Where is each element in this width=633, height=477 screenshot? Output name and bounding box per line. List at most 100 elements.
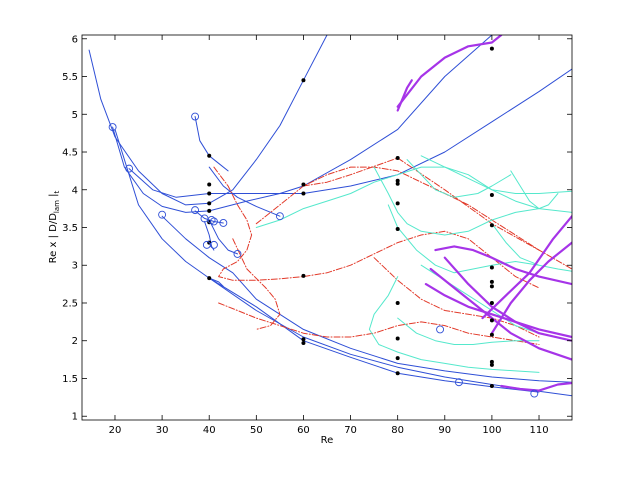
- data-point: [207, 191, 212, 196]
- series-line-cyan-21: [420, 155, 572, 194]
- x-tick-label: 40: [203, 425, 216, 436]
- plot-area: [88, 35, 572, 397]
- x-tick-label: 60: [297, 425, 310, 436]
- y-tick-label: 6: [72, 34, 78, 45]
- y-tick-label: 4: [72, 185, 78, 196]
- y-tick-label: 3.5: [62, 223, 78, 234]
- series-line-red-14: [218, 302, 540, 345]
- open-circle-marker: [530, 389, 539, 398]
- series-line-cyan-27: [491, 223, 572, 272]
- series-line-magenta-35: [490, 241, 572, 335]
- y-axis-ticks: 1 1.5 2 2.5 3 3.5 4 4.5 5 5.5 6: [62, 34, 572, 423]
- y-tick-label: 5: [72, 110, 78, 121]
- y-axis-label: Re x | D/Dlam |t: [48, 190, 61, 263]
- open-circle-marker: [436, 325, 445, 334]
- open-circle-marker: [158, 210, 167, 219]
- x-tick-label: 30: [156, 425, 169, 436]
- series-line-cyan-20: [406, 159, 512, 198]
- data-point: [395, 201, 400, 206]
- data-point: [395, 300, 400, 305]
- series-line-blue-4: [161, 215, 572, 383]
- y-tick-label: 3: [72, 261, 78, 272]
- data-point: [489, 359, 494, 364]
- series-line-blue-7: [208, 166, 281, 217]
- y-tick-label: 1: [72, 412, 78, 423]
- open-circle-marker: [191, 112, 200, 121]
- data-point: [301, 182, 306, 187]
- series-line-cyan-18: [255, 166, 572, 228]
- data-point: [489, 332, 494, 337]
- x-tick-label: 90: [438, 425, 451, 436]
- y-tick-label: 2: [72, 336, 78, 347]
- series-line-cyan-24: [368, 276, 540, 373]
- series-line-cyan-19: [373, 166, 540, 236]
- x-axis-ticks: 20 30 40 50 60 70 80 90 100 110: [109, 35, 549, 436]
- data-point: [395, 178, 400, 183]
- open-circle-marker: [108, 123, 117, 132]
- data-point: [489, 362, 494, 367]
- x-tick-label: 70: [344, 425, 357, 436]
- data-point: [395, 227, 400, 232]
- y-tick-label: 1.5: [62, 374, 78, 385]
- series-line-red-13: [255, 166, 572, 270]
- data-point: [489, 300, 494, 305]
- series-line-blue-2: [128, 68, 572, 198]
- data-point: [301, 337, 306, 342]
- data-point: [301, 191, 306, 196]
- series-line-magenta-30: [434, 245, 572, 286]
- data-point: [489, 193, 494, 198]
- open-circle-marker: [219, 219, 228, 227]
- x-tick-label: 80: [391, 425, 404, 436]
- x-tick-label: 50: [250, 425, 263, 436]
- data-point: [489, 318, 494, 323]
- data-point: [207, 153, 212, 158]
- data-point: [301, 78, 306, 83]
- series-line-blue-5: [208, 277, 540, 393]
- data-point: [489, 279, 494, 284]
- open-circle-marker: [125, 164, 134, 173]
- data-point: [395, 156, 400, 161]
- data-point: [301, 273, 306, 278]
- series-line-blue-11: [208, 277, 224, 287]
- data-point: [207, 208, 212, 213]
- data-point: [207, 201, 212, 206]
- open-circle-marker: [209, 240, 218, 249]
- open-circle-marker: [454, 378, 463, 387]
- series-line-blue-10: [208, 219, 238, 255]
- data-point: [207, 276, 212, 281]
- x-axis-label: Re: [321, 435, 334, 446]
- x-tick-label: 110: [529, 425, 548, 436]
- series-line-magenta-34: [481, 215, 572, 320]
- open-markers: [108, 112, 539, 398]
- series-line-cyan-25: [397, 317, 540, 345]
- data-point: [395, 356, 400, 361]
- series-line-red-17: [373, 257, 540, 338]
- data-point: [395, 371, 400, 376]
- data-point: [395, 336, 400, 341]
- open-circle-marker: [191, 206, 200, 215]
- y-tick-label: 4.5: [62, 148, 78, 159]
- open-circle-marker: [233, 249, 242, 258]
- series-line-cyan-23: [387, 204, 540, 274]
- data-point: [207, 182, 212, 187]
- series-line-red-15: [232, 238, 281, 330]
- data-point: [489, 265, 494, 270]
- series-line-cyan-22: [510, 170, 559, 210]
- open-circle-marker: [209, 217, 218, 226]
- data-point: [489, 284, 494, 289]
- data-point: [301, 341, 306, 345]
- series-line-magenta-36: [500, 381, 572, 392]
- data-point: [395, 181, 400, 186]
- x-tick-label: 20: [109, 425, 122, 436]
- series-line-blue-1: [112, 35, 493, 213]
- data-point: [489, 384, 494, 389]
- series-line-magenta-31: [424, 283, 572, 339]
- open-circle-marker: [275, 212, 284, 221]
- y-tick-label: 5.5: [62, 72, 78, 83]
- open-circle-marker: [207, 216, 216, 224]
- series-line-magenta-32: [429, 267, 572, 361]
- data-point: [489, 46, 494, 51]
- x-tick-label: 100: [482, 425, 501, 436]
- series-line-magenta-29: [396, 35, 503, 108]
